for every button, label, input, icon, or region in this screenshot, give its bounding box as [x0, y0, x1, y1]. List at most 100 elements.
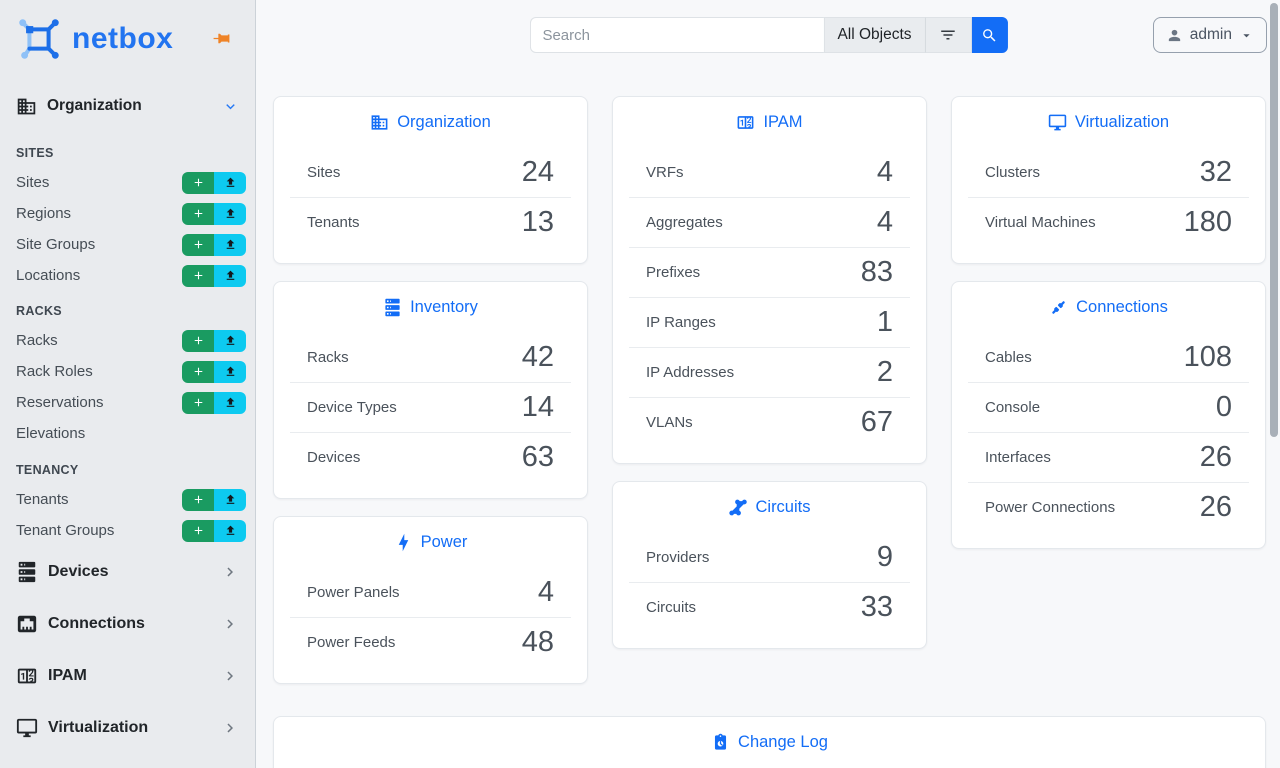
- sidebar-link[interactable]: Tenants: [16, 491, 69, 508]
- stat-label[interactable]: Power Panels: [307, 583, 400, 601]
- stat-label[interactable]: Providers: [646, 548, 710, 566]
- scrollbar-thumb[interactable]: [1270, 3, 1278, 437]
- stat-label[interactable]: VRFs: [646, 163, 684, 181]
- import-button[interactable]: [214, 329, 246, 352]
- add-button[interactable]: [182, 329, 214, 352]
- add-button[interactable]: [182, 202, 214, 225]
- add-button[interactable]: [182, 233, 214, 256]
- sidebar-link[interactable]: Elevations: [16, 425, 86, 442]
- stat-value[interactable]: 24: [521, 155, 554, 188]
- stat-value[interactable]: 83: [860, 256, 893, 288]
- import-button[interactable]: [214, 171, 246, 194]
- stat-label[interactable]: Sites: [307, 163, 341, 181]
- import-button[interactable]: [214, 202, 246, 225]
- stat-value[interactable]: 33: [860, 591, 893, 623]
- filter-button[interactable]: [925, 17, 972, 53]
- card-connections-title[interactable]: Connections: [952, 282, 1265, 332]
- stat-value[interactable]: 63: [521, 441, 554, 473]
- stat-value[interactable]: 9: [876, 540, 893, 573]
- stat-label[interactable]: Cables: [985, 348, 1032, 366]
- stat-value[interactable]: 2: [876, 356, 893, 388]
- counter-icon: [16, 665, 38, 687]
- stat-label[interactable]: Virtual Machines: [985, 214, 1096, 231]
- import-button[interactable]: [214, 233, 246, 256]
- stat-value[interactable]: 14: [521, 391, 554, 423]
- add-button[interactable]: [182, 391, 214, 414]
- card-ipam-title[interactable]: IPAM: [613, 97, 926, 147]
- stat-label[interactable]: Racks: [307, 348, 349, 366]
- user-menu-button[interactable]: admin: [1152, 17, 1267, 53]
- sidebar-section-devices[interactable]: Devices: [16, 554, 239, 590]
- stat-value[interactable]: 42: [521, 340, 554, 373]
- card-circuits-title[interactable]: Circuits: [613, 482, 926, 532]
- stat-value[interactable]: 48: [521, 626, 554, 658]
- stat-label[interactable]: Tenants: [307, 214, 360, 231]
- stat-value[interactable]: 180: [1183, 206, 1232, 238]
- add-button[interactable]: [182, 360, 214, 383]
- stat-label[interactable]: Interfaces: [985, 449, 1051, 466]
- import-button[interactable]: [214, 488, 246, 511]
- stat-label[interactable]: Aggregates: [646, 214, 723, 231]
- import-button[interactable]: [214, 519, 246, 542]
- stat-value[interactable]: 4: [876, 206, 893, 238]
- import-button[interactable]: [214, 360, 246, 383]
- stat-value[interactable]: 26: [1199, 491, 1232, 523]
- sidebar-link[interactable]: Locations: [16, 267, 81, 284]
- import-button[interactable]: [214, 391, 246, 414]
- stat-value[interactable]: 4: [876, 155, 893, 188]
- stat-row: Interfaces 26: [968, 432, 1249, 482]
- stat-row: Power Panels 4: [290, 567, 571, 617]
- add-button[interactable]: [182, 171, 214, 194]
- plus-icon: [192, 365, 205, 378]
- stat-label[interactable]: Console: [985, 399, 1041, 416]
- stat-label[interactable]: VLANs: [646, 414, 693, 431]
- stat-label[interactable]: Power Feeds: [307, 634, 396, 651]
- stat-value[interactable]: 67: [860, 406, 893, 438]
- card-title-text: Change Log: [738, 732, 828, 751]
- card-power-title[interactable]: Power: [274, 517, 587, 567]
- card-virtualization: Virtualization Clusters 32 Virtual Machine…: [951, 96, 1266, 264]
- netbox-logo[interactable]: netbox: [16, 14, 239, 64]
- sidebar-link[interactable]: Rack Roles: [16, 363, 93, 380]
- card-inventory-title[interactable]: Inventory: [274, 282, 587, 332]
- add-button[interactable]: [182, 264, 214, 287]
- sidebar-link[interactable]: Tenant Groups: [16, 522, 115, 539]
- card-virtualization-title[interactable]: Virtualization: [952, 97, 1265, 147]
- stat-label[interactable]: IP Ranges: [646, 314, 716, 331]
- stat-label[interactable]: Power Connections: [985, 499, 1116, 516]
- search-input[interactable]: [529, 17, 824, 53]
- sidebar-section-organization[interactable]: Organization: [16, 91, 239, 121]
- card-title-text: Organization: [397, 112, 491, 131]
- sidebar-section-virtualization[interactable]: Virtualization: [16, 710, 239, 746]
- sidebar-link[interactable]: Racks: [16, 332, 58, 349]
- stat-value[interactable]: 26: [1199, 441, 1232, 473]
- stat-label[interactable]: Devices: [307, 449, 361, 466]
- sidebar-link[interactable]: Sites: [16, 174, 50, 191]
- pin-sidebar-button[interactable]: [212, 29, 231, 48]
- netbox-logo-icon: [16, 16, 62, 62]
- sidebar-link[interactable]: Reservations: [16, 394, 104, 411]
- search-button[interactable]: [971, 17, 1008, 53]
- card-changelog-title[interactable]: Change Log: [274, 717, 1265, 767]
- stat-label[interactable]: Device Types: [307, 399, 397, 416]
- stat-value[interactable]: 4: [537, 575, 554, 608]
- sidebar-link[interactable]: Regions: [16, 205, 72, 222]
- card-organization-title[interactable]: Organization: [274, 97, 587, 147]
- add-button[interactable]: [182, 519, 214, 542]
- sidebar-section-ipam[interactable]: IPAM: [16, 658, 239, 694]
- stat-label[interactable]: Circuits: [646, 599, 697, 616]
- sidebar-link[interactable]: Site Groups: [16, 236, 96, 253]
- add-button[interactable]: [182, 488, 214, 511]
- import-button[interactable]: [214, 264, 246, 287]
- stat-label[interactable]: Clusters: [985, 163, 1041, 181]
- stat-value[interactable]: 1: [876, 306, 893, 338]
- sidebar-section-connections[interactable]: Connections: [16, 606, 239, 642]
- stat-value[interactable]: 108: [1183, 340, 1232, 373]
- stat-label[interactable]: IP Addresses: [646, 364, 735, 381]
- stat-value[interactable]: 0: [1215, 391, 1232, 423]
- stat-value[interactable]: 13: [521, 206, 554, 238]
- section-label: Connections: [48, 615, 145, 632]
- stat-value[interactable]: 32: [1199, 155, 1232, 188]
- stat-label[interactable]: Prefixes: [646, 264, 701, 281]
- search-scope-select[interactable]: All Objects: [823, 17, 926, 53]
